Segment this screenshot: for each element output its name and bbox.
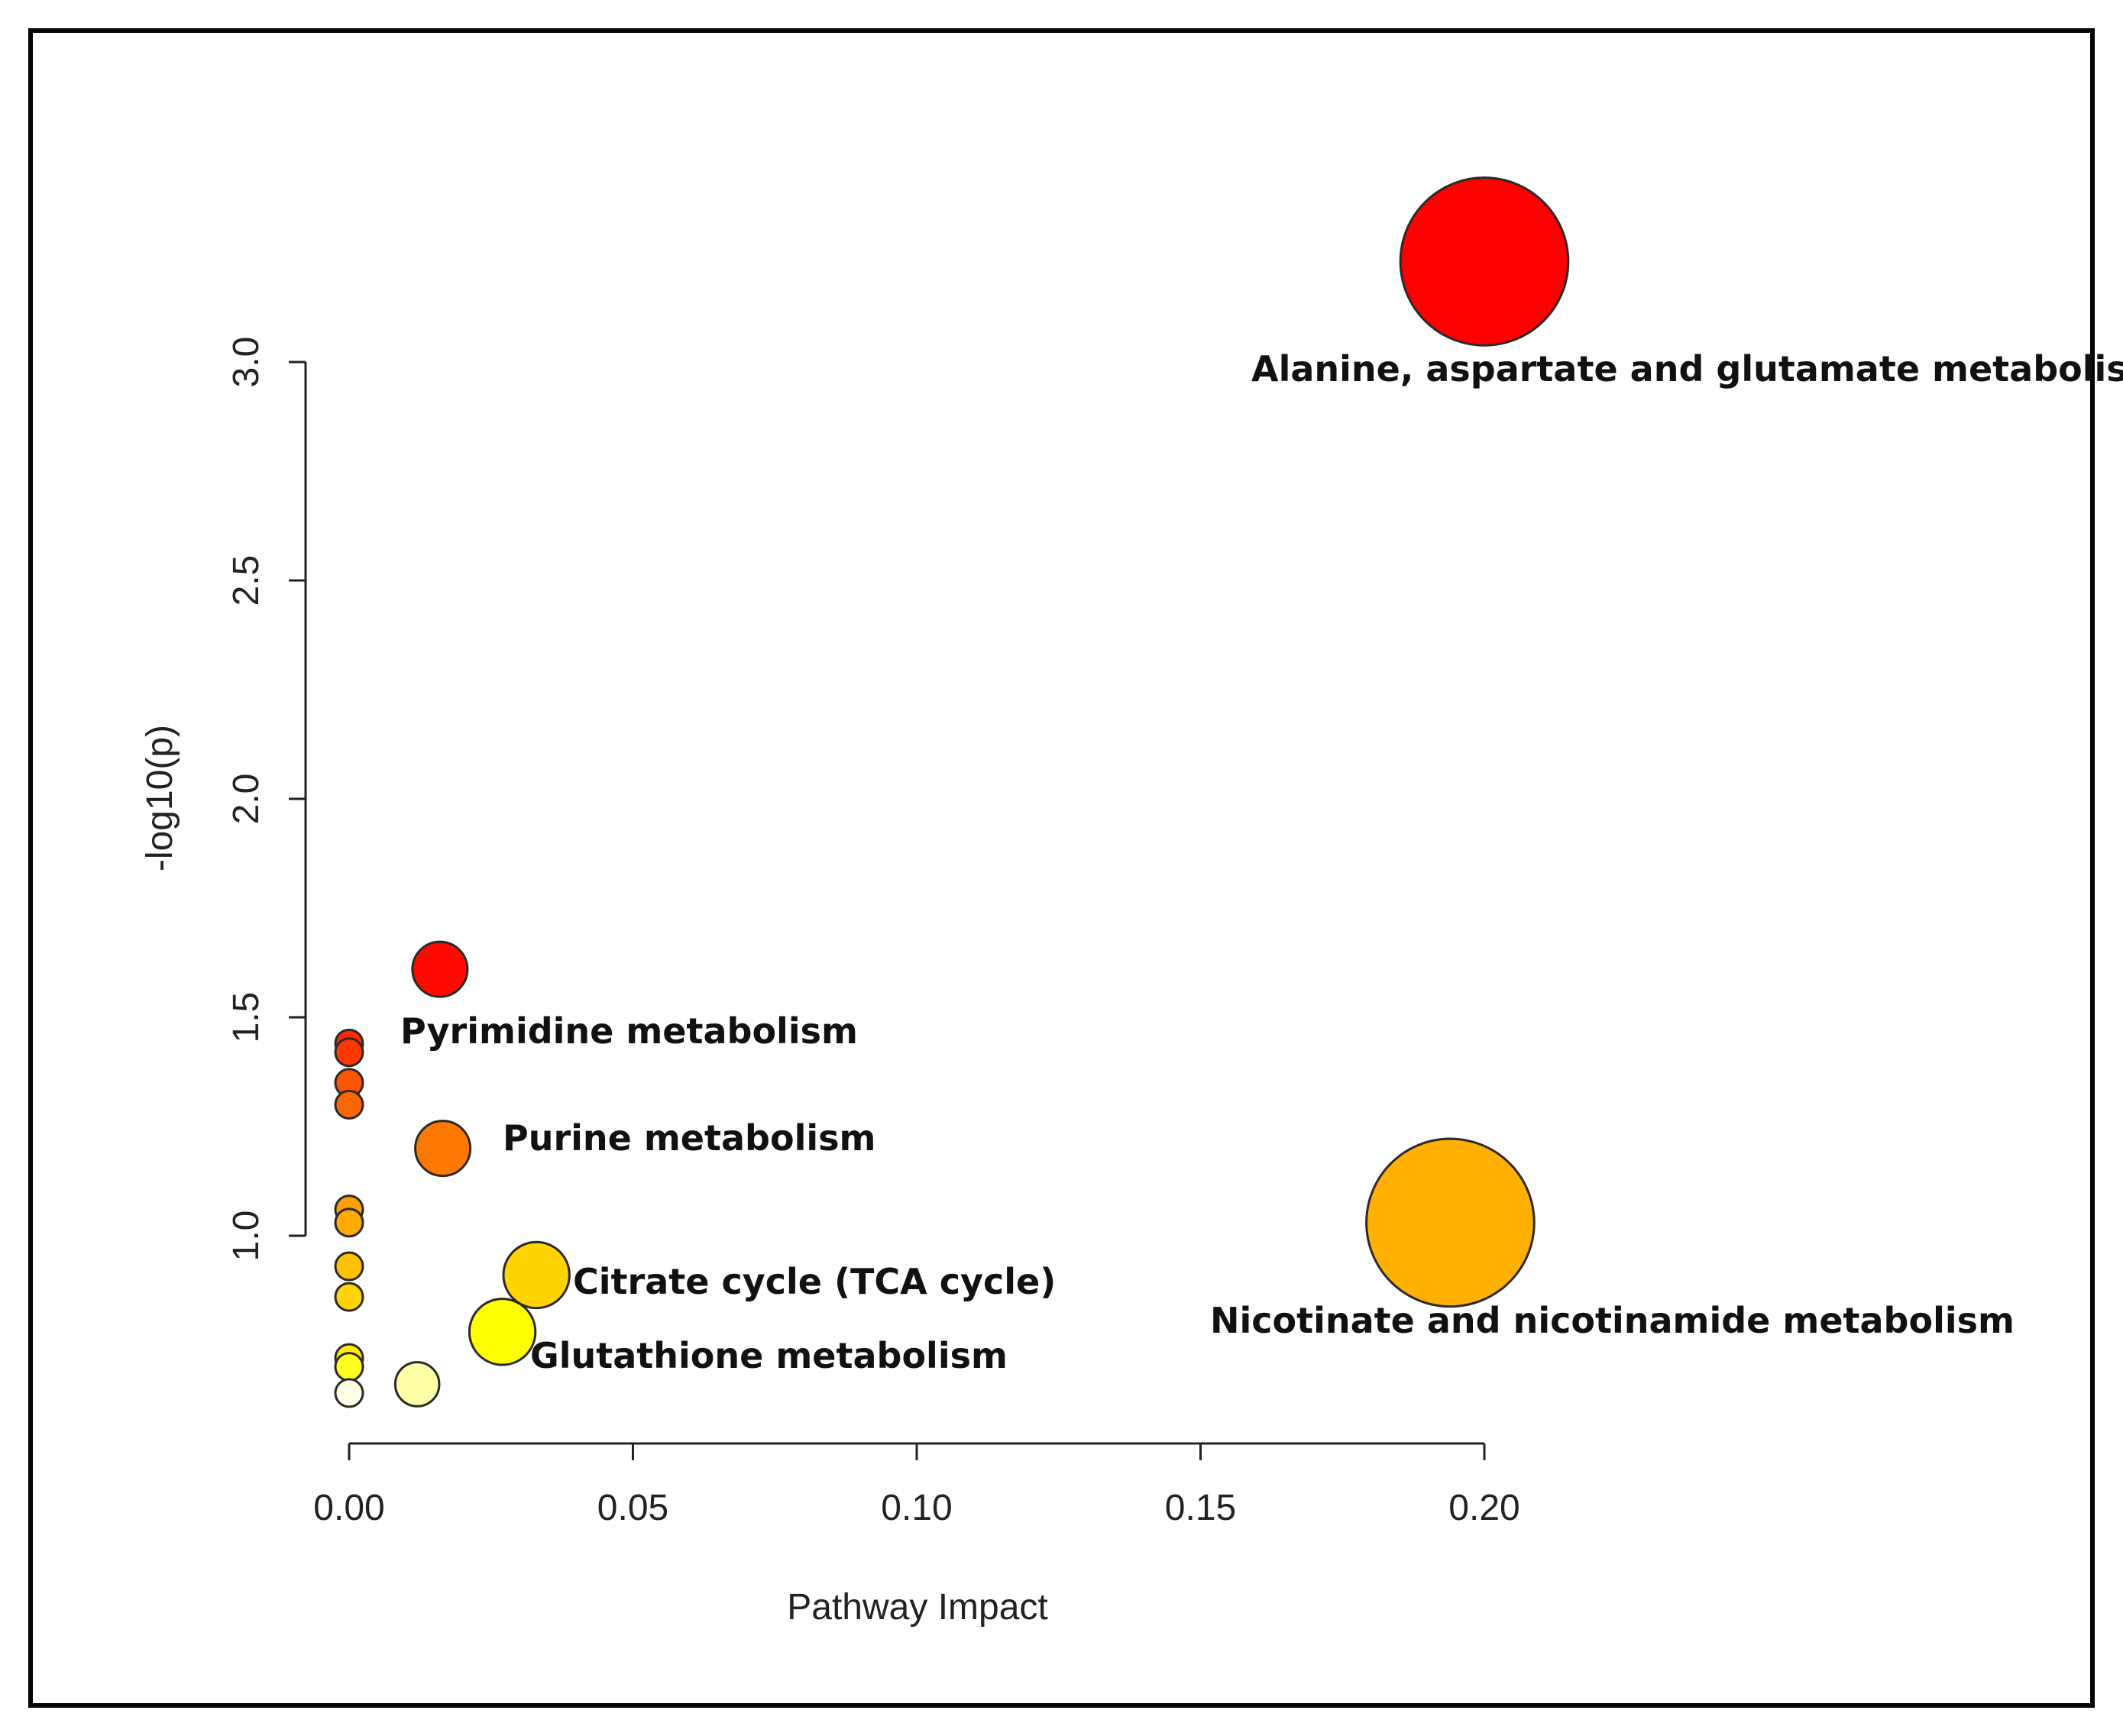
- x-tick-label: 0.00: [313, 1488, 384, 1528]
- bubble-alanine-aspartate-and-glutamate-metabolism: [1399, 176, 1570, 347]
- annotation-label: Citrate cycle (TCA cycle): [573, 1261, 1056, 1302]
- bubble-point: [334, 1251, 364, 1282]
- x-ticks: 0.00 0.05 0.10 0.15 0.20: [313, 1443, 1520, 1528]
- figure-frame: [28, 28, 2095, 1708]
- bubble-point: [334, 1037, 364, 1068]
- x-tick-label: 0.20: [1448, 1488, 1519, 1528]
- x-tick-label: 0.15: [1165, 1488, 1236, 1528]
- bubble-glutathione-metabolism: [468, 1298, 537, 1366]
- bubble-point: [334, 1352, 364, 1382]
- y-tick-label: 2.5: [226, 555, 267, 606]
- annotation-label: Glutathione metabolism: [530, 1335, 1008, 1376]
- bubble-point: [334, 1089, 364, 1120]
- bubble-point: [334, 1378, 364, 1408]
- bubbles: [334, 176, 1570, 1408]
- y-ticks: 1.0 1.5 2.0 2.5 3.0: [226, 337, 306, 1262]
- bubble-pyrimidine-metabolism: [411, 940, 469, 998]
- annotation-label: Alanine, aspartate and glutamate metabol…: [1251, 348, 2123, 390]
- annotation-label: Pyrimidine metabolism: [400, 1010, 858, 1052]
- bubble-citrate-cycle-tca-cycle: [502, 1240, 571, 1310]
- bubble-point: [393, 1361, 441, 1408]
- bubble-nicotinate-and-nicotinamide-metabolism: [1365, 1137, 1536, 1308]
- y-axis-title: -log10(p): [140, 725, 180, 871]
- annotation-label: Purine metabolism: [503, 1117, 875, 1159]
- y-tick-label: 2.0: [226, 774, 267, 825]
- annotation-label: Nicotinate and nicotinamide metabolism: [1210, 1300, 2015, 1341]
- x-axis-title: Pathway Impact: [787, 1587, 1047, 1628]
- bubble-point: [334, 1207, 364, 1238]
- y-tick-label: 1.0: [226, 1211, 267, 1262]
- bubble-point: [334, 1282, 364, 1312]
- x-tick-label: 0.05: [597, 1488, 668, 1528]
- y-tick-label: 1.5: [226, 992, 267, 1043]
- x-tick-label: 0.10: [881, 1488, 952, 1528]
- annotations: Alanine, aspartate and glutamate metabol…: [400, 348, 2123, 1376]
- bubble-purine-metabolism: [414, 1120, 472, 1178]
- y-tick-label: 3.0: [226, 337, 267, 388]
